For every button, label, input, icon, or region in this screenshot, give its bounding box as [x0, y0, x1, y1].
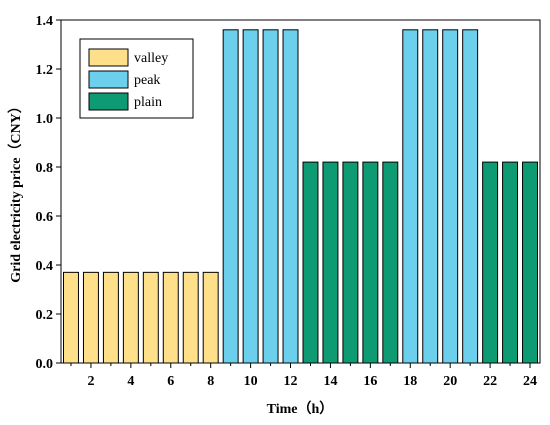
bar-hour-17 — [382, 161, 399, 364]
bar-hour-8 — [202, 271, 219, 364]
legend: valley peak plain — [79, 38, 194, 119]
y-axis-ticks: 0.0 0.2 0.4 0.6 0.8 1.0 1.2 1.4 — [36, 14, 61, 372]
x-tick-label: 22 — [483, 374, 497, 389]
x-tick-label: 16 — [363, 374, 377, 389]
y-tick-label: 0.2 — [36, 308, 54, 323]
x-axis-title: Time（h） — [267, 401, 334, 417]
legend-swatch-peak — [88, 70, 129, 89]
bar-hour-18 — [402, 29, 419, 364]
plot-frame — [60, 19, 541, 364]
x-tick-label: 12 — [284, 374, 298, 389]
bar-hour-24 — [522, 161, 538, 364]
y-tick-label: 0.8 — [36, 161, 54, 176]
bar-hour-7 — [182, 271, 199, 364]
bar-hour-16 — [362, 161, 379, 364]
bar-hour-12 — [282, 29, 299, 364]
bar-hour-1 — [63, 271, 79, 364]
bar-hour-5 — [142, 271, 159, 364]
bar-hour-2 — [82, 271, 99, 364]
x-tick-label: 6 — [167, 374, 174, 389]
bar-hour-3 — [102, 271, 119, 364]
x-tick-label: 14 — [323, 374, 337, 389]
x-tick-label: 20 — [443, 374, 457, 389]
bar-hour-10 — [242, 29, 259, 364]
y-tick-label: 0.0 — [36, 357, 54, 372]
bar-hour-22 — [482, 161, 499, 364]
legend-swatch-plain — [88, 92, 129, 111]
bar-hour-23 — [502, 161, 519, 364]
x-tick-label: 24 — [523, 374, 537, 389]
bar-hour-4 — [122, 271, 139, 364]
legend-swatch-valley — [88, 48, 129, 67]
y-tick-label: 1.2 — [36, 63, 54, 78]
bar-hour-9 — [222, 29, 239, 364]
x-tick-label: 18 — [403, 374, 417, 389]
legend-label-valley: valley — [134, 51, 168, 66]
bar-hour-19 — [422, 29, 439, 364]
legend-label-plain: plain — [134, 95, 162, 110]
legend-label-peak: peak — [134, 73, 160, 88]
y-tick-label: 1.0 — [36, 112, 54, 127]
y-tick-label: 0.4 — [36, 259, 54, 274]
x-axis-ticks: 2 4 6 8 10 12 14 16 18 20 22 24 — [70, 363, 537, 389]
bar-hour-21 — [462, 29, 479, 364]
bar-hour-20 — [442, 29, 459, 364]
x-tick-label: 2 — [87, 374, 94, 389]
y-tick-label: 0.6 — [36, 210, 54, 225]
bar-hour-15 — [342, 161, 359, 364]
plot-area: 0.00.20.40.60.81.01.21.4 2 4 6 8 10 12 14 16 18 2… — [36, 14, 541, 389]
bar-hour-6 — [162, 271, 179, 364]
y-axis-title: Grid electricity price（CNY） — [8, 99, 24, 283]
x-tick-label: 4 — [127, 374, 134, 389]
bar-hour-13 — [302, 161, 319, 364]
bar-hour-11 — [262, 29, 279, 364]
y-tick-label: 1.4 — [36, 14, 54, 29]
x-tick-label: 8 — [207, 374, 214, 389]
x-tick-label: 10 — [244, 374, 258, 389]
bar-hour-14 — [322, 161, 339, 364]
bar-group — [63, 29, 538, 364]
